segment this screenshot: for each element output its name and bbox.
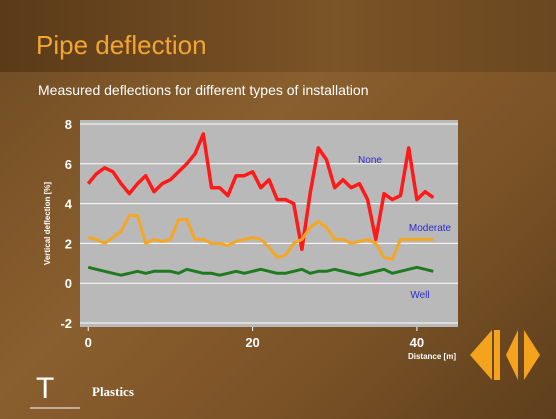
x-tick-label: 20 (245, 335, 259, 350)
line (86, 132, 435, 252)
line (87, 214, 434, 261)
plot-area (80, 120, 458, 327)
y-tick-label: 4 (65, 197, 73, 212)
y-tick-label: -2 (60, 316, 72, 331)
series-label: Moderate (409, 223, 452, 234)
title-band (0, 0, 556, 72)
logo-mark: T (36, 372, 54, 405)
x-tick-label: 40 (410, 335, 424, 350)
y-tick-label: 0 (65, 276, 72, 291)
y-tick-label: 6 (65, 157, 72, 172)
y-axis-label: Vertical deflection [%] (43, 182, 52, 265)
series-label: Well (410, 290, 429, 301)
y-tick-label: 8 (65, 117, 72, 132)
line (87, 265, 434, 277)
slide-title: Pipe deflection (36, 30, 207, 60)
logo-text: Plastics (92, 384, 134, 399)
nav-prev[interactable] (470, 330, 492, 380)
nav-prev-bar[interactable] (494, 330, 500, 380)
nav-back[interactable] (506, 330, 518, 380)
slide-subtitle: Measured deflections for different types… (38, 82, 369, 98)
x-axis-label: Distance [m] (408, 352, 456, 361)
y-tick-label: 2 (65, 236, 72, 251)
series-label: None (358, 155, 382, 166)
nav (470, 330, 540, 380)
nav-next[interactable] (524, 330, 540, 380)
logo: T (30, 372, 80, 409)
x-tick-label: 0 (85, 335, 92, 350)
